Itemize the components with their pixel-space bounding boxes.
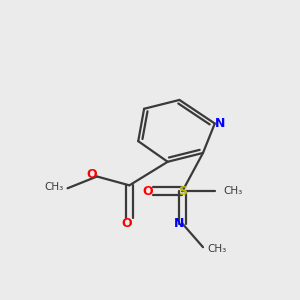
- Text: N: N: [215, 117, 225, 130]
- Text: CH₃: CH₃: [207, 244, 227, 254]
- Text: O: O: [121, 217, 132, 230]
- Text: N: N: [174, 217, 184, 230]
- Text: S: S: [178, 185, 187, 198]
- Text: CH₃: CH₃: [224, 186, 243, 196]
- Text: O: O: [86, 168, 97, 181]
- Text: CH₃: CH₃: [44, 182, 63, 192]
- Text: O: O: [142, 185, 153, 198]
